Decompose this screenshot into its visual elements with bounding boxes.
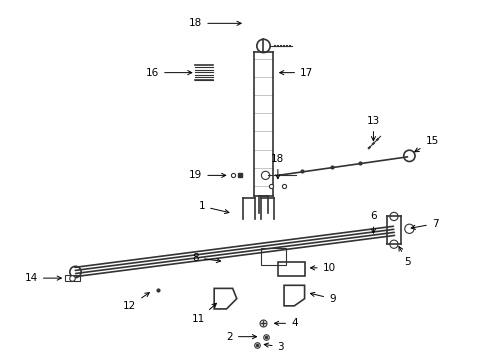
Text: 12: 12 xyxy=(123,293,149,311)
Text: 5: 5 xyxy=(399,247,411,267)
Text: 19: 19 xyxy=(189,170,226,180)
Text: 17: 17 xyxy=(280,68,313,78)
Text: 10: 10 xyxy=(311,263,336,273)
Text: 9: 9 xyxy=(310,292,336,304)
Text: 13: 13 xyxy=(367,116,380,141)
Text: 4: 4 xyxy=(274,318,297,328)
Bar xyxy=(278,262,305,276)
Text: 1: 1 xyxy=(198,201,229,213)
Text: 2: 2 xyxy=(226,332,257,342)
Text: 7: 7 xyxy=(411,219,439,229)
Text: 8: 8 xyxy=(193,253,221,262)
Text: 11: 11 xyxy=(192,303,217,324)
Text: 18: 18 xyxy=(189,18,241,28)
Text: 16: 16 xyxy=(146,68,192,78)
Text: 6: 6 xyxy=(370,211,377,233)
Bar xyxy=(262,248,286,265)
Text: 18: 18 xyxy=(271,154,285,179)
Text: 3: 3 xyxy=(264,342,284,352)
Text: 14: 14 xyxy=(24,273,61,283)
Bar xyxy=(65,275,79,281)
Text: 15: 15 xyxy=(415,136,439,152)
